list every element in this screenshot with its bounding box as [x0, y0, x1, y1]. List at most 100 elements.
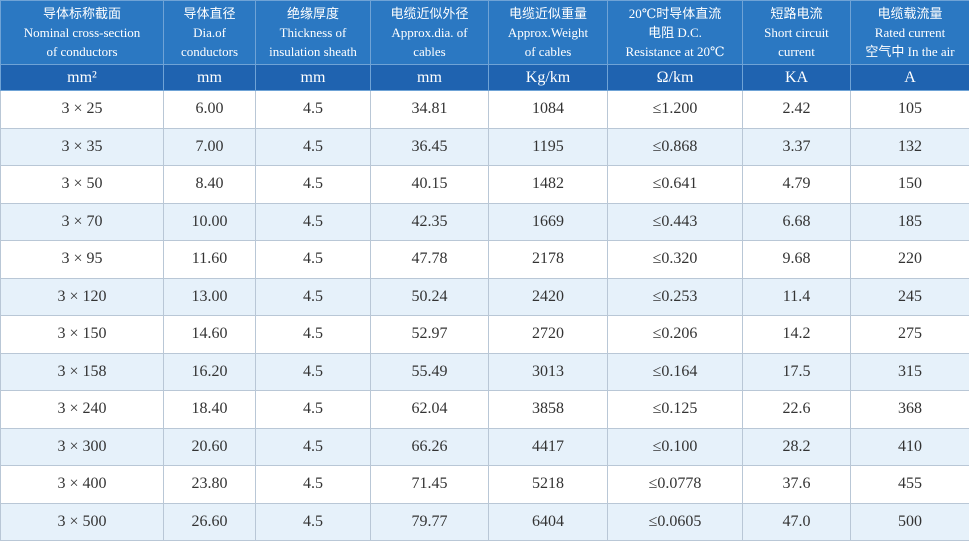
- header-line: 绝缘厚度: [286, 6, 339, 21]
- header-line: 电缆载流量: [877, 6, 943, 21]
- data-cell: 3 × 95: [0, 240, 164, 279]
- data-cell: 275: [850, 315, 969, 354]
- header-cell: 绝缘厚度 Thickness of insulation sheath: [255, 0, 371, 65]
- data-cell: 52.97: [370, 315, 489, 354]
- data-cell: 71.45: [370, 465, 489, 504]
- data-cell: 23.80: [163, 465, 256, 504]
- header-cell: 导体直径 Dia.of conductors: [163, 0, 256, 65]
- data-cell: 26.60: [163, 502, 256, 541]
- unit-cell: mm: [255, 64, 371, 91]
- data-row: 3 × 70 10.00 4.5 42.35 1669 ≤0.443 6.68 185: [0, 202, 969, 241]
- data-cell: 34.81: [370, 90, 489, 129]
- data-cell: 40.15: [370, 165, 489, 204]
- data-cell: 6.00: [163, 90, 256, 129]
- data-cell: 410: [850, 427, 969, 466]
- data-cell: ≤0.443: [607, 202, 743, 241]
- data-cell: 315: [850, 352, 969, 391]
- data-cell: 4.5: [255, 390, 371, 429]
- data-cell: 245: [850, 277, 969, 316]
- data-cell: ≤1.200: [607, 90, 743, 129]
- data-cell: 1195: [488, 127, 608, 166]
- data-cell: 500: [850, 502, 969, 541]
- header-line: Thickness of: [279, 25, 347, 40]
- header-line: cables: [413, 44, 446, 59]
- data-cell: 20.60: [163, 427, 256, 466]
- data-cell: 6.68: [742, 202, 851, 241]
- data-cell: 28.2: [742, 427, 851, 466]
- header-line: Short circuit: [764, 25, 829, 40]
- data-cell: 14.60: [163, 315, 256, 354]
- data-cell: 4.5: [255, 165, 371, 204]
- data-row: 3 × 158 16.20 4.5 55.49 3013 ≤0.164 17.5 315: [0, 352, 969, 391]
- data-cell: 3 × 35: [0, 127, 164, 166]
- data-cell: 4.5: [255, 465, 371, 504]
- data-row: 3 × 500 26.60 4.5 79.77 6404 ≤0.0605 47.0 500: [0, 502, 969, 541]
- header-line: 短路电流: [770, 6, 823, 21]
- data-cell: 4.5: [255, 90, 371, 129]
- data-cell: 10.00: [163, 202, 256, 241]
- data-row: 3 × 240 18.40 4.5 62.04 3858 ≤0.125 22.6 368: [0, 390, 969, 429]
- data-cell: 14.2: [742, 315, 851, 354]
- data-cell: 50.24: [370, 277, 489, 316]
- units-row: mm² mm mm mm Kg/km Ω/km KA A: [0, 64, 969, 91]
- data-cell: 11.4: [742, 277, 851, 316]
- unit-cell: Kg/km: [488, 64, 608, 91]
- data-cell: 4.5: [255, 127, 371, 166]
- data-cell: 220: [850, 240, 969, 279]
- data-cell: 36.45: [370, 127, 489, 166]
- header-cell: 电缆近似外径 Approx.dia. of cables: [370, 0, 489, 65]
- header-cell: 短路电流 Short circuit current: [742, 0, 851, 65]
- data-cell: 66.26: [370, 427, 489, 466]
- data-cell: 4.5: [255, 202, 371, 241]
- data-cell: 3858: [488, 390, 608, 429]
- header-line: 电缆近似重量: [508, 6, 587, 21]
- data-cell: ≤0.164: [607, 352, 743, 391]
- data-cell: 47.0: [742, 502, 851, 541]
- data-cell: 3 × 300: [0, 427, 164, 466]
- data-cell: 42.35: [370, 202, 489, 241]
- data-cell: 9.68: [742, 240, 851, 279]
- header-line: 20℃时导体直流: [628, 6, 722, 21]
- header-line: 电缆近似外径: [390, 6, 469, 21]
- data-row: 3 × 300 20.60 4.5 66.26 4417 ≤0.100 28.2 410: [0, 427, 969, 466]
- data-cell: 11.60: [163, 240, 256, 279]
- header-line: Nominal cross-section: [23, 25, 141, 40]
- data-row: 3 × 400 23.80 4.5 71.45 5218 ≤0.0778 37.6 455: [0, 465, 969, 504]
- header-line: of cables: [524, 44, 572, 59]
- data-cell: 4417: [488, 427, 608, 466]
- data-cell: 5218: [488, 465, 608, 504]
- data-cell: 3 × 400: [0, 465, 164, 504]
- data-cell: 6404: [488, 502, 608, 541]
- data-cell: 47.78: [370, 240, 489, 279]
- unit-cell: A: [850, 64, 969, 91]
- data-cell: 17.5: [742, 352, 851, 391]
- header-cell: 电缆近似重量 Approx.Weight of cables: [488, 0, 608, 65]
- data-cell: 132: [850, 127, 969, 166]
- header-cell: 20℃时导体直流 电阻 D.C. Resistance at 20℃: [607, 0, 743, 65]
- data-cell: 79.77: [370, 502, 489, 541]
- data-cell: 3 × 25: [0, 90, 164, 129]
- header-line: of conductors: [46, 44, 118, 59]
- data-row: 3 × 50 8.40 4.5 40.15 1482 ≤0.641 4.79 150: [0, 165, 969, 204]
- data-cell: ≤0.206: [607, 315, 743, 354]
- data-cell: ≤0.320: [607, 240, 743, 279]
- data-cell: 2178: [488, 240, 608, 279]
- data-cell: 16.20: [163, 352, 256, 391]
- data-cell: 37.6: [742, 465, 851, 504]
- header-cell: 电缆载流量 Rated current 空气中 In the air: [850, 0, 969, 65]
- data-cell: 4.79: [742, 165, 851, 204]
- data-cell: 4.5: [255, 240, 371, 279]
- header-line: Dia.of: [193, 25, 226, 40]
- data-cell: 3 × 500: [0, 502, 164, 541]
- data-cell: ≤0.641: [607, 165, 743, 204]
- header-line: 导体直径: [183, 6, 236, 21]
- data-cell: ≤0.0605: [607, 502, 743, 541]
- header-row: 导体标称截面 Nominal cross-section of conductors…: [0, 0, 969, 65]
- header-line: 导体标称截面: [42, 6, 121, 21]
- data-cell: 55.49: [370, 352, 489, 391]
- data-row: 3 × 25 6.00 4.5 34.81 1084 ≤1.200 2.42 105: [0, 90, 969, 129]
- data-cell: ≤0.253: [607, 277, 743, 316]
- data-cell: 8.40: [163, 165, 256, 204]
- data-cell: 185: [850, 202, 969, 241]
